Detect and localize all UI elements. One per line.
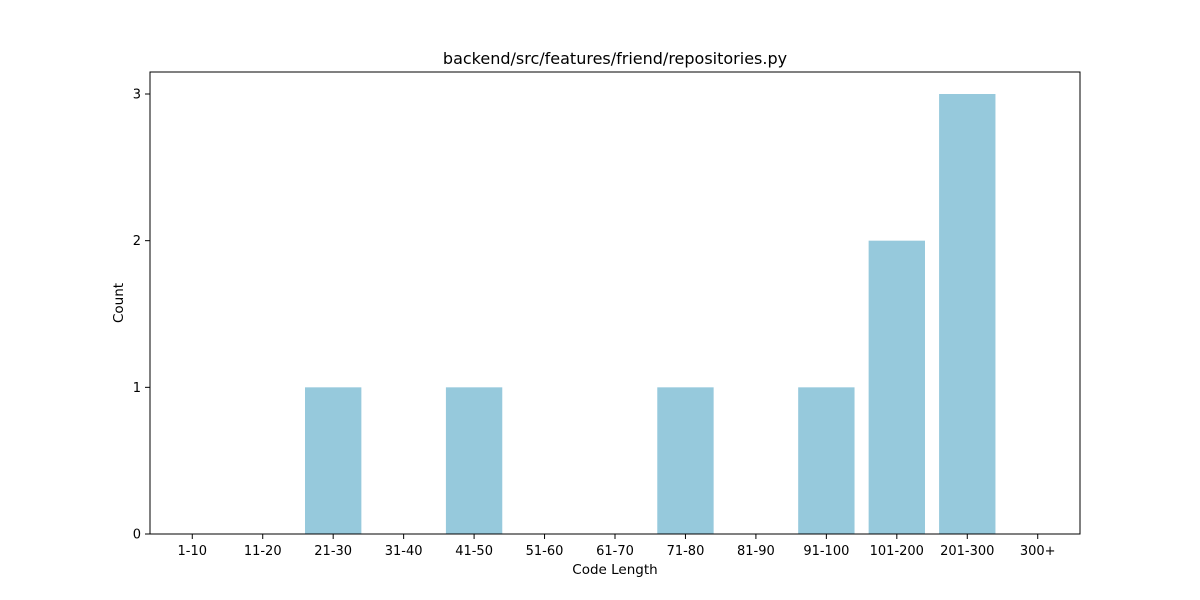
chart-title: backend/src/features/friend/repositories… (443, 49, 787, 68)
x-tick-label: 21-30 (314, 544, 352, 559)
x-axis-ticks: 1-10 11-20 21-30 31-40 41-50 51-60 61-70 71-80 8… (178, 534, 1056, 559)
bar-91-100 (798, 387, 855, 534)
x-tick-label: 51-60 (526, 544, 564, 559)
bars-layer (305, 94, 996, 534)
y-tick-label: 1 (133, 381, 141, 396)
x-tick-label: 61-70 (596, 544, 634, 559)
x-tick-label: 81-90 (737, 544, 775, 559)
x-tick-label: 31-40 (385, 544, 423, 559)
x-tick-label: 91-100 (803, 544, 849, 559)
x-tick-label: 300+ (1020, 544, 1056, 559)
y-tick-label: 0 (133, 528, 141, 543)
y-tick-label: 3 (133, 88, 141, 103)
bar-41-50 (445, 387, 503, 534)
x-axis-label: Code Length (572, 562, 657, 578)
x-tick-label: 71-80 (667, 544, 705, 559)
y-axis-ticks: 0 1 2 3 (133, 88, 150, 543)
y-tick-label: 2 (133, 234, 141, 249)
x-tick-label: 1-10 (178, 544, 208, 559)
x-tick-label: 101-200 (870, 544, 924, 559)
bar-21-30 (305, 387, 362, 534)
bar-101-200 (868, 240, 925, 534)
x-tick-label: 41-50 (455, 544, 493, 559)
x-tick-label: 201-300 (940, 544, 994, 559)
bar-71-80 (657, 387, 714, 534)
bar-201-300 (939, 94, 996, 534)
x-tick-label: 11-20 (244, 544, 282, 559)
y-axis-label: Count (111, 283, 127, 323)
